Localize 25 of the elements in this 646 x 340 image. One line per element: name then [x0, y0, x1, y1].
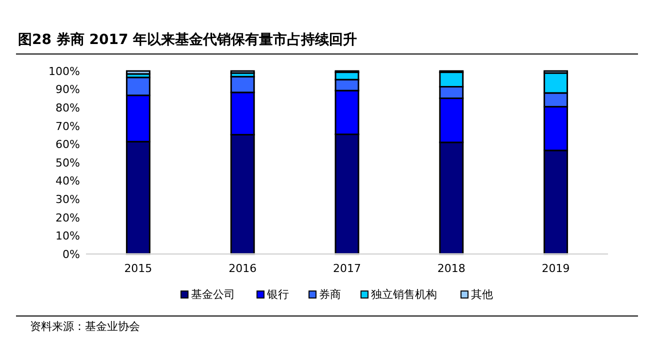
legend-label: 基金公司: [191, 288, 235, 301]
legend-label: 其他: [471, 288, 493, 301]
y-tick-label: 0%: [62, 248, 80, 261]
legend-label: 独立销售机构: [371, 288, 437, 301]
chart-title: 图28 券商 2017 年以来基金代销保有量市占持续回升: [18, 31, 358, 48]
x-tick-label: 2016: [228, 262, 257, 275]
x-tick-label: 2019: [542, 262, 570, 275]
y-tick-label: 60%: [56, 138, 80, 152]
y-tick-label: 10%: [56, 230, 80, 243]
y-tick-label: 90%: [56, 83, 80, 96]
y-tick-label: 100%: [48, 64, 80, 78]
x-tick-label: 2015: [124, 262, 152, 275]
y-tick-label: 30%: [56, 192, 80, 206]
bar: [230, 70, 255, 74]
legend-label: 券商: [319, 288, 341, 301]
y-tick-label: 70%: [56, 120, 80, 133]
x-tick-label: 2017: [333, 262, 361, 275]
y-tick-label: 20%: [56, 211, 80, 224]
x-tick-label: 2018: [437, 262, 466, 275]
y-tick-label: 40%: [56, 174, 80, 188]
legend-label: 银行: [266, 288, 289, 301]
y-tick-label: 80%: [56, 101, 80, 114]
text: 资料来源：基金业协会: [30, 320, 140, 333]
bar: [126, 70, 150, 75]
y-tick-label: 50%: [56, 156, 80, 170]
